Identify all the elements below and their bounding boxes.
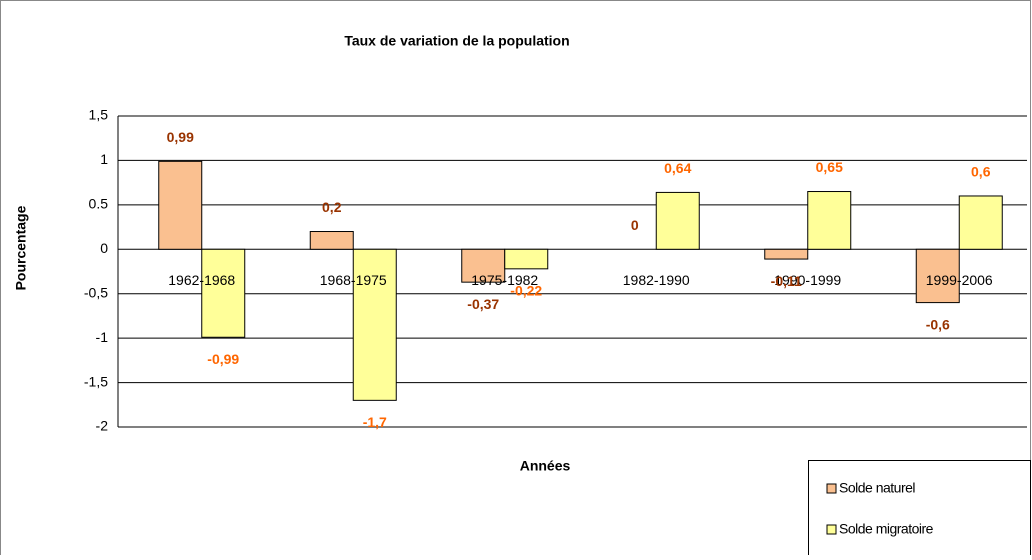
- bar: [309, 231, 354, 250]
- data-label: -0,6: [926, 316, 950, 332]
- data-label: 0,65: [816, 159, 843, 175]
- legend-swatch: [826, 483, 837, 494]
- data-label: 0,64: [664, 160, 691, 176]
- legend-box: [808, 460, 1031, 560]
- y-tick-label: -0,5: [84, 284, 108, 300]
- x-tick-label: 1982-1990: [623, 272, 690, 288]
- data-label: 0: [631, 217, 639, 233]
- bar: [655, 191, 700, 250]
- data-label: -0,37: [467, 296, 499, 312]
- data-label: -0,99: [207, 351, 239, 367]
- legend-label: Solde migratoire: [839, 521, 934, 537]
- legend: Solde naturel Solde migratoire: [808, 460, 1031, 560]
- y-tick-label: -1: [96, 329, 109, 345]
- y-tick-label: -1,5: [84, 373, 108, 389]
- bar: [158, 160, 203, 250]
- data-label: -0,22: [510, 283, 542, 299]
- y-tick-label: 0.5: [89, 196, 109, 212]
- data-label: -1,7: [363, 414, 387, 430]
- legend-swatch: [826, 524, 837, 535]
- x-axis-title: Années: [520, 458, 571, 474]
- chart-title: Taux de variation de la population: [344, 33, 569, 49]
- y-tick-label: -2: [96, 418, 109, 434]
- bar: [504, 248, 549, 270]
- bar: [201, 248, 246, 338]
- y-axis-title: Pourcentage: [13, 205, 29, 290]
- data-label: 0,99: [167, 129, 194, 145]
- y-tick-label: 1,5: [89, 107, 109, 123]
- bar: [807, 191, 852, 250]
- legend-label: Solde naturel: [839, 480, 915, 496]
- y-tick-label: 1: [100, 151, 108, 167]
- bar: [461, 248, 506, 283]
- x-tick-label: 1999-2006: [926, 272, 993, 288]
- data-label: 0,2: [322, 199, 342, 215]
- x-tick-label: 1968-1975: [320, 272, 387, 288]
- data-label: 0,6: [971, 164, 991, 180]
- x-tick-label: 1975-1982: [471, 272, 538, 288]
- bar: [958, 195, 1003, 250]
- y-tick-label: 0: [100, 240, 108, 256]
- data-label: -0,11: [771, 273, 802, 289]
- bar: [764, 248, 809, 260]
- bar: [915, 248, 960, 304]
- bar: [352, 248, 397, 401]
- x-tick-label: 1990-1999: [774, 272, 841, 288]
- x-tick-label: 1962-1968: [168, 272, 235, 288]
